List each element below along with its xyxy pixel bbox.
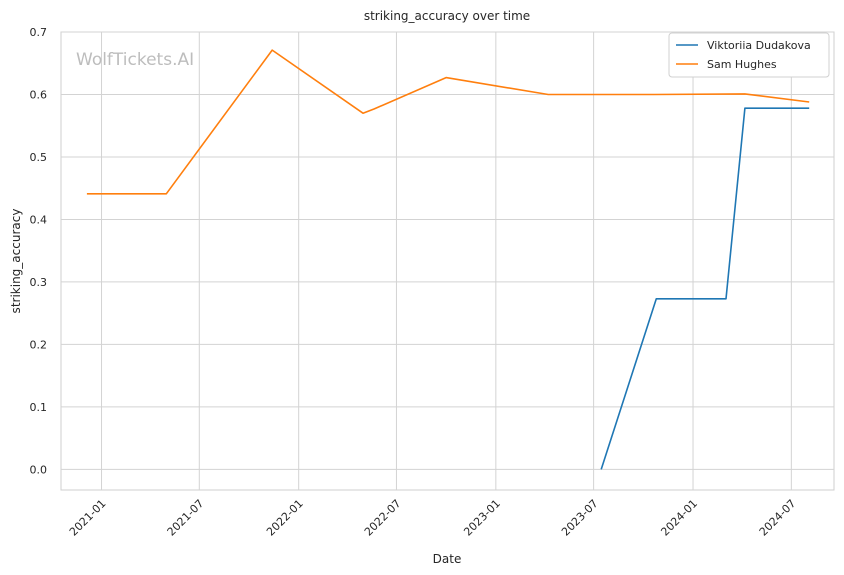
- plot-area: [60, 31, 835, 491]
- legend: Viktoriia Dudakova Sam Hughes: [668, 32, 830, 78]
- y-tick-label: 0.0: [30, 463, 48, 476]
- legend-label-viktoriia-dudakova: Viktoriia Dudakova: [707, 39, 811, 52]
- y-tick-label: 0.7: [30, 26, 48, 39]
- legend-label-sam-hughes: Sam Hughes: [707, 58, 777, 71]
- y-tick-label: 0.3: [30, 276, 48, 289]
- y-tick-label: 0.1: [30, 401, 48, 414]
- series-line-sam-hughes: [86, 49, 810, 195]
- watermark: WolfTickets.AI: [76, 50, 194, 70]
- legend-box: [668, 32, 830, 78]
- y-tick-label: 0.5: [30, 151, 48, 164]
- x-axis-label: Date: [433, 552, 462, 566]
- y-axis-label: striking_accuracy: [9, 209, 23, 314]
- y-tick-label: 0.6: [30, 88, 48, 101]
- chart-title: striking_accuracy over time: [364, 9, 530, 23]
- y-tick-label: 0.4: [30, 213, 48, 226]
- y-axis-ticks: 0.0 0.1 0.2 0.3 0.4 0.5 0.6 0.7: [30, 26, 48, 476]
- y-tick-label: 0.2: [30, 338, 48, 351]
- series-lines: [86, 49, 810, 470]
- series-line-viktoriia-dudakova: [600, 107, 810, 470]
